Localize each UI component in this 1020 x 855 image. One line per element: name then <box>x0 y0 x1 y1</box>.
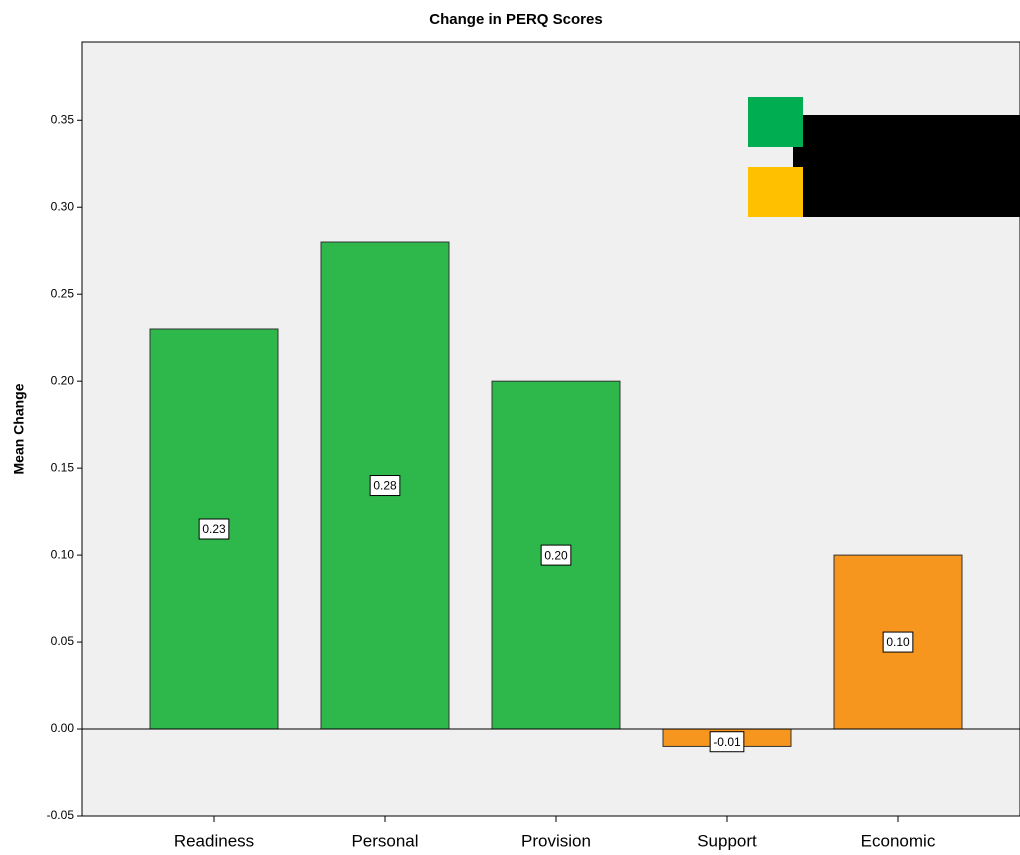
y-tick-label: -0.05 <box>47 808 75 822</box>
legend-swatch <box>748 167 803 217</box>
y-tick-label: 0.10 <box>51 547 75 561</box>
value-label: 0.28 <box>373 479 397 493</box>
x-tick-label: Personal <box>351 831 418 850</box>
x-tick-label: Support <box>697 831 757 850</box>
y-tick-label: 0.20 <box>51 373 75 387</box>
redacted-legend-text <box>793 147 803 167</box>
legend-swatch <box>748 97 803 147</box>
legend <box>748 97 1020 217</box>
y-tick-label: 0.00 <box>51 721 75 735</box>
y-tick-label: 0.15 <box>51 460 75 474</box>
chart-title: Change in PERQ Scores <box>429 11 602 28</box>
value-label-box <box>709 731 745 753</box>
x-tick-label: Economic <box>861 831 936 850</box>
value-label-box <box>882 631 914 653</box>
y-axis-label: Mean Change <box>11 383 27 474</box>
value-label-box <box>369 475 401 497</box>
value-label: 0.20 <box>544 548 568 562</box>
value-label-box <box>540 544 572 566</box>
y-tick-label: 0.25 <box>51 286 75 300</box>
value-label: -0.01 <box>713 735 741 749</box>
value-label-box <box>198 518 230 540</box>
y-tick-label: 0.35 <box>51 112 75 126</box>
redacted-legend-text <box>803 115 1020 217</box>
value-label: 0.10 <box>886 635 910 649</box>
value-label: 0.23 <box>202 522 226 536</box>
y-tick-label: 0.30 <box>51 199 75 213</box>
x-tick-label: Provision <box>521 831 591 850</box>
x-tick-label: Readiness <box>174 831 254 850</box>
y-tick-label: 0.05 <box>51 634 75 648</box>
